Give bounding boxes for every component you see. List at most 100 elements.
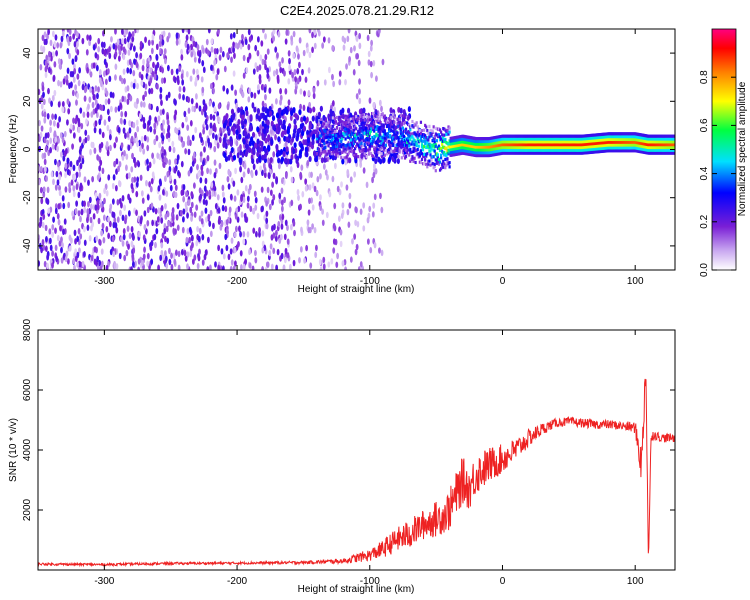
heatmap-cell: [97, 217, 101, 225]
heatmap-cell: [292, 107, 296, 114]
heatmap-cell: [222, 122, 227, 129]
heatmap-cell: [331, 133, 334, 138]
heatmap-cell: [372, 154, 375, 158]
heatmap-cell: [396, 131, 399, 135]
heatmap-cell: [105, 190, 109, 197]
heatmap-cell: [333, 117, 337, 121]
heatmap-cell: [270, 263, 274, 270]
heatmap-cell: [193, 211, 197, 218]
heatmap-cell: [81, 83, 85, 91]
heatmap-cell: [96, 255, 100, 263]
heatmap-cell: [83, 206, 87, 214]
heatmap-cell: [251, 131, 256, 138]
heatmap-cell: [244, 130, 248, 137]
heatmap-cell: [221, 265, 225, 270]
heatmap-cell: [355, 243, 359, 251]
heatmap-cell: [283, 157, 288, 164]
heatmap-cell: [430, 132, 433, 136]
heatmap-cell: [379, 192, 382, 200]
heatmap-cell: [410, 142, 413, 146]
heatmap-cell: [407, 139, 410, 143]
heatmap-cell: [93, 258, 97, 265]
heatmap-cell: [320, 152, 323, 156]
heatmap-cell: [313, 29, 317, 36]
heatmap-cell: [128, 33, 131, 40]
heatmap-cell: [269, 243, 273, 250]
heatmap-cell: [233, 246, 237, 254]
heatmap-cell: [95, 64, 99, 72]
heatmap-cell: [181, 79, 185, 86]
heatmap-cell: [123, 95, 127, 103]
heatmap-cell: [373, 193, 377, 201]
heatmap-cell: [157, 207, 161, 214]
heatmap-cell: [38, 145, 42, 153]
heatmap-cell: [201, 60, 205, 67]
heatmap-cell: [217, 207, 221, 214]
heatmap-cell: [148, 161, 152, 169]
heatmap-cell: [335, 115, 339, 120]
heatmap-cell: [315, 244, 318, 252]
heatmap-cell: [317, 147, 321, 151]
heatmap-cell: [393, 120, 396, 124]
heatmap-cell: [268, 249, 272, 257]
heatmap-cell: [257, 115, 262, 122]
heatmap-cell: [370, 121, 374, 125]
heatmap-cell: [363, 121, 366, 126]
heatmap-cell: [287, 50, 291, 57]
heatmap-cell: [127, 243, 130, 250]
heatmap-cell: [176, 154, 180, 161]
heatmap-cell: [153, 128, 157, 135]
heatmap-cell: [303, 139, 308, 146]
heatmap-cell: [146, 67, 150, 74]
heatmap-cell: [224, 233, 228, 241]
heatmap-cell: [209, 128, 213, 135]
heatmap-cell: [110, 36, 113, 43]
heatmap-cell: [254, 249, 257, 257]
heatmap-cell: [334, 136, 338, 140]
heatmap-cell: [162, 30, 166, 37]
heatmap-cell: [198, 227, 202, 235]
heatmap-cell: [298, 37, 302, 44]
heatmap-cell: [350, 146, 354, 150]
heatmap-cell: [300, 116, 304, 123]
heatmap-cell: [409, 128, 412, 132]
heatmap-cell: [265, 222, 269, 230]
heatmap-cell: [307, 226, 311, 234]
heatmap-cell: [218, 136, 222, 144]
heatmap-cell: [445, 163, 448, 167]
heatmap-cell: [202, 159, 205, 167]
heatmap-cell: [277, 149, 281, 156]
heatmap-cell: [132, 82, 136, 90]
heatmap-cell: [247, 43, 251, 51]
heatmap-cell: [441, 149, 444, 153]
heatmap-cell: [166, 210, 170, 218]
heatmap-cell: [196, 225, 199, 233]
heatmap-cell: [438, 135, 442, 139]
heatmap-cell: [177, 170, 180, 177]
heatmap-cell: [41, 221, 45, 229]
heatmap-cell: [205, 124, 209, 131]
heatmap-cell: [412, 125, 415, 129]
heatmap-cell: [57, 203, 61, 210]
heatmap-cell: [122, 53, 126, 61]
heatmap-cell: [359, 149, 362, 153]
heatmap-cell: [338, 121, 341, 125]
heatmap-cell: [281, 213, 285, 221]
heatmap-cell: [188, 226, 192, 234]
heatmap-cell: [279, 66, 283, 74]
heatmap-cell: [109, 144, 112, 152]
heatmap-cell: [133, 101, 137, 108]
heatmap-cell: [186, 212, 189, 219]
heatmap-cell: [224, 156, 229, 163]
heatmap-cell: [217, 264, 221, 270]
heatmap-cell: [411, 134, 414, 138]
heatmap-cell: [266, 108, 270, 115]
heatmap-cell: [354, 139, 357, 144]
heatmap-cell: [282, 119, 286, 126]
heatmap-cell: [429, 163, 432, 167]
heatmap-cell: [419, 131, 423, 136]
heatmap-cell: [278, 237, 282, 244]
heatmap-cell: [331, 73, 334, 81]
heatmap-cell: [205, 216, 208, 223]
heatmap-cell: [266, 261, 270, 268]
